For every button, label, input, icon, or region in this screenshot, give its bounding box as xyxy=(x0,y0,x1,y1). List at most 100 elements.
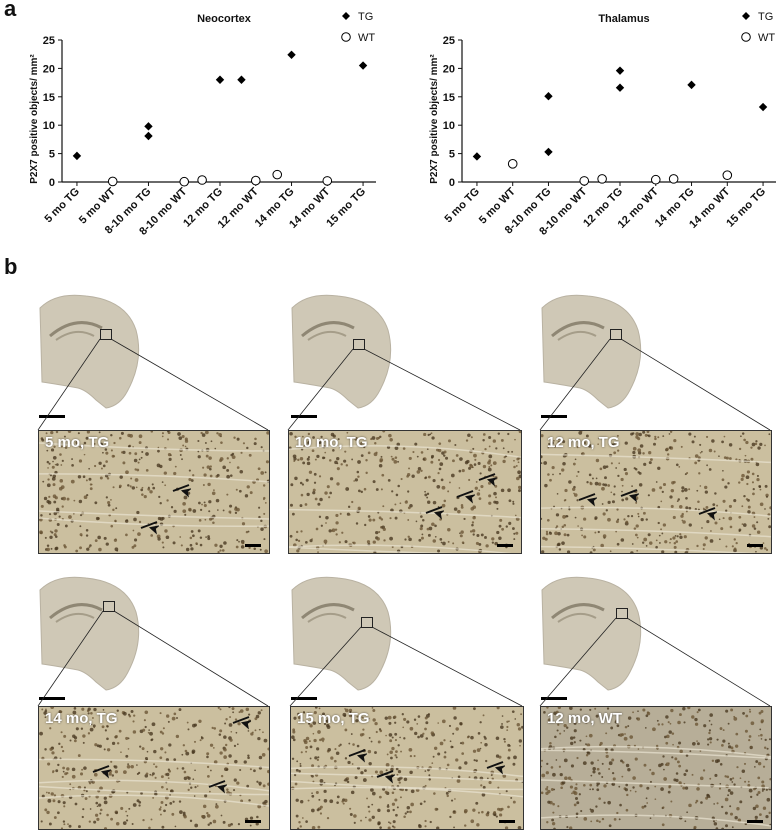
cell-nucleus xyxy=(652,727,656,732)
cell-nucleus xyxy=(541,462,543,464)
cell-nucleus xyxy=(722,469,724,472)
cell-nucleus xyxy=(619,733,623,737)
cell-nucleus xyxy=(503,740,506,743)
arrow-icon xyxy=(425,506,444,520)
cell-nucleus xyxy=(463,808,468,813)
cell-nucleus xyxy=(357,475,360,478)
micrograph-zoom: 10 mo, TG xyxy=(288,430,522,554)
cell-nucleus xyxy=(487,467,492,472)
cell-nucleus xyxy=(42,480,45,483)
cell-nucleus xyxy=(573,729,577,733)
cell-nucleus xyxy=(637,512,640,515)
cell-nucleus xyxy=(414,442,418,446)
cell-nucleus xyxy=(455,758,459,762)
cell-nucleus xyxy=(352,743,355,746)
cell-nucleus xyxy=(441,719,446,724)
fiber-streak xyxy=(291,786,523,798)
cell-nucleus xyxy=(741,432,745,435)
cell-nucleus xyxy=(432,755,435,758)
cell-nucleus xyxy=(662,755,665,758)
cell-nucleus xyxy=(52,455,57,460)
cell-nucleus xyxy=(744,729,748,733)
cell-nucleus xyxy=(602,465,607,470)
fiber-streak xyxy=(289,546,455,553)
cell-nucleus xyxy=(236,743,239,746)
cell-nucleus xyxy=(636,717,641,721)
cell-nucleus xyxy=(471,521,475,524)
cell-nucleus xyxy=(447,540,450,543)
cell-nucleus xyxy=(409,754,413,758)
cell-nucleus xyxy=(302,461,306,465)
cell-nucleus xyxy=(680,445,683,448)
cell-nucleus xyxy=(183,815,187,819)
cell-nucleus xyxy=(411,474,415,478)
cell-nucleus xyxy=(655,539,658,542)
cell-nucleus xyxy=(125,819,129,822)
cell-nucleus xyxy=(105,542,109,546)
cell-nucleus xyxy=(183,495,188,500)
cell-nucleus xyxy=(756,530,761,534)
cell-nucleus xyxy=(615,467,618,469)
cell-nucleus xyxy=(79,533,83,537)
cell-nucleus xyxy=(190,547,194,551)
cell-nucleus xyxy=(750,446,753,449)
cell-nucleus xyxy=(426,496,429,499)
cell-nucleus xyxy=(673,541,677,545)
cell-nucleus xyxy=(563,723,567,728)
cell-nucleus xyxy=(380,488,383,491)
cell-nucleus xyxy=(575,783,578,786)
cell-nucleus xyxy=(209,465,212,468)
cell-nucleus xyxy=(408,456,412,460)
cell-nucleus xyxy=(634,533,638,537)
cell-nucleus xyxy=(197,455,201,459)
cell-nucleus xyxy=(576,801,580,805)
cell-nucleus xyxy=(304,503,308,506)
cell-nucleus xyxy=(166,431,170,433)
cell-nucleus xyxy=(228,754,232,758)
cell-nucleus xyxy=(752,492,755,496)
slice-scale-bar xyxy=(39,415,65,418)
fiber-streak xyxy=(289,508,521,519)
cell-nucleus xyxy=(39,530,43,535)
cell-nucleus xyxy=(236,507,240,512)
cell-nucleus xyxy=(468,478,471,481)
cell-nucleus xyxy=(727,788,731,792)
cell-nucleus xyxy=(575,812,579,816)
cell-nucleus xyxy=(755,550,757,553)
cell-nucleus xyxy=(397,744,400,747)
cell-nucleus xyxy=(110,499,112,501)
cell-nucleus xyxy=(155,765,158,768)
hippocampus-shape xyxy=(49,321,103,338)
cell-nucleus xyxy=(257,736,261,741)
cell-nucleus xyxy=(52,483,56,487)
cell-nucleus xyxy=(212,521,215,525)
cell-nucleus xyxy=(718,787,722,790)
micrograph-scale-bar xyxy=(499,820,515,823)
cell-nucleus xyxy=(305,745,309,749)
cell-nucleus xyxy=(348,513,351,516)
cell-nucleus xyxy=(721,805,724,809)
cell-nucleus xyxy=(173,471,177,476)
cell-nucleus xyxy=(303,441,307,444)
cell-nucleus xyxy=(583,535,587,539)
cell-nucleus xyxy=(495,500,499,505)
y-tick-label: 10 xyxy=(43,120,55,132)
cell-nucleus xyxy=(323,722,327,726)
cell-nucleus xyxy=(756,474,759,477)
cell-nucleus xyxy=(641,541,645,544)
cell-nucleus xyxy=(159,813,162,816)
cell-nucleus xyxy=(497,786,500,789)
cell-nucleus xyxy=(570,764,574,768)
cell-nucleus xyxy=(98,461,102,465)
cell-nucleus xyxy=(507,805,510,809)
cell-nucleus xyxy=(320,524,323,527)
cell-nucleus xyxy=(51,751,55,755)
cell-nucleus xyxy=(158,807,162,811)
wt-data-point xyxy=(107,176,118,187)
cell-nucleus xyxy=(608,824,612,828)
cell-nucleus xyxy=(727,794,730,797)
cell-nucleus xyxy=(120,431,124,435)
cell-nucleus xyxy=(169,794,171,796)
cell-nucleus xyxy=(708,737,713,741)
cell-nucleus xyxy=(57,811,60,815)
